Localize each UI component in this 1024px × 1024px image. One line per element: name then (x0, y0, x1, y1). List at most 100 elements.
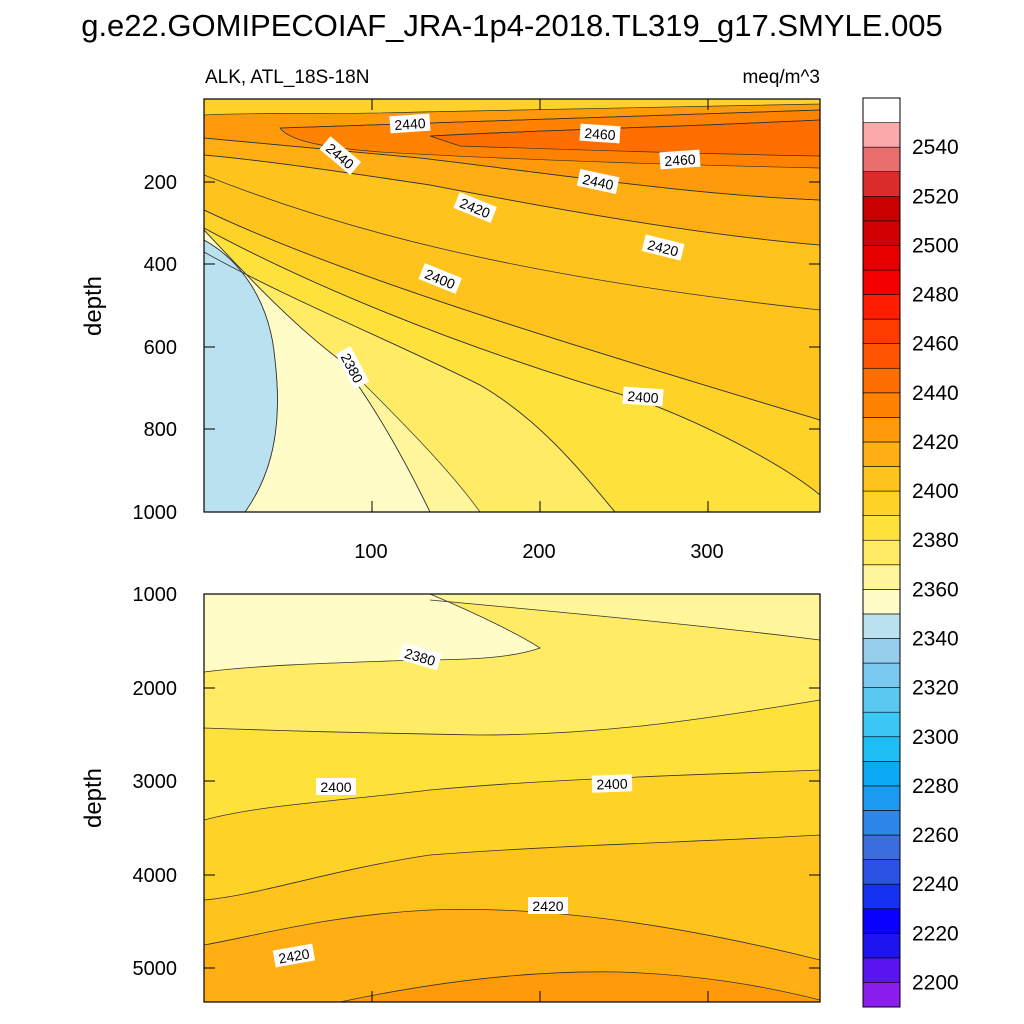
contour-line-2400 (204, 227, 820, 496)
contour-line-2375 (429, 599, 820, 641)
colorbar-swatch (862, 515, 901, 541)
svg-text:2400: 2400 (320, 779, 351, 795)
colorbar-swatch (862, 171, 901, 197)
colorbar-label: 2300 (912, 726, 959, 749)
y-tick-label: 600 (144, 337, 177, 359)
svg-text:2400: 2400 (596, 775, 628, 792)
y-tick-label: 200 (144, 172, 177, 194)
colorbar-swatch (862, 687, 901, 713)
y-tick-label: 4000 (133, 865, 178, 887)
colorbar: 2540 2520 2500 2480 2460 2440 2420 2400 2380 2360… (862, 97, 959, 1008)
colorbar-label: 2540 (912, 136, 959, 159)
svg-text:2440: 2440 (394, 115, 426, 133)
colorbar-swatch (862, 367, 901, 394)
upper-contour-field (204, 99, 820, 512)
colorbar-swatch (862, 294, 901, 320)
colorbar-swatch (862, 466, 901, 492)
y-tick-label: 400 (144, 254, 177, 276)
colorbar-swatch (862, 810, 901, 836)
colorbar-label: 2520 (912, 185, 959, 208)
contour-label: 2400 (591, 774, 633, 793)
x-tick-label: 300 (690, 541, 723, 563)
lower-panel: 2380 2400 2400 2420 2420 1000 2000 3000 … (80, 584, 821, 1003)
contour-line-2370 (204, 239, 278, 512)
colorbar-label: 2260 (912, 824, 959, 847)
lower-y-axis-label: depth (80, 768, 107, 828)
colorbar-swatch (862, 343, 901, 369)
x-tick-label: 100 (354, 541, 387, 563)
band-2430-2440-bottom (340, 971, 820, 1002)
colorbar-swatch (862, 392, 901, 418)
colorbar-label: 2320 (912, 677, 959, 700)
contour-line-2420 (204, 908, 820, 961)
svg-text:2440: 2440 (581, 171, 615, 193)
colorbar-frame (862, 97, 901, 1008)
contour-line-2390 (204, 251, 616, 512)
colorbar-swatch (862, 859, 901, 885)
lower-contour-labels: 2380 2400 2400 2420 2420 (272, 642, 633, 968)
colorbar-swatch (862, 736, 901, 762)
contour-label: 2420 (272, 943, 316, 968)
colorbar-label: 2200 (912, 971, 959, 994)
colorbar-swatch (862, 269, 901, 295)
colorbar-label: 2460 (912, 333, 959, 356)
upper-y-axis (204, 181, 820, 430)
svg-text:2420: 2420 (277, 945, 311, 966)
lower-y-tick-labels: 1000 2000 3000 4000 5000 (133, 584, 178, 980)
band-2390-2400-near-surface (204, 99, 820, 116)
contour-line-2440-upper (204, 137, 820, 201)
colorbar-swatch (862, 834, 901, 860)
contour-label: 2440 (389, 113, 431, 134)
colorbar-swatch (862, 122, 901, 148)
contour-label: 2420 (528, 897, 568, 914)
contour-label: 2440 (576, 169, 620, 194)
band-2360-2370 (204, 594, 540, 672)
colorbar-swatch (862, 417, 901, 443)
colorbar-swatch (862, 711, 901, 738)
colorbar-label: 2420 (912, 431, 959, 454)
upper-x-tick-labels: 100 200 300 (354, 541, 723, 563)
colorbar-swatch (862, 613, 901, 639)
colorbar-swatch (862, 982, 901, 1008)
colorbar-swatch (862, 539, 901, 566)
colorbar-swatch (862, 957, 901, 983)
x-tick-label: 200 (522, 541, 555, 563)
colorbar-label: 2220 (912, 922, 959, 945)
colorbar-swatch (862, 908, 901, 934)
y-tick-label: 1000 (133, 502, 178, 524)
contour-label: 2420 (641, 234, 685, 261)
lower-plot-frame (203, 593, 821, 1003)
colorbar-swatch (862, 932, 901, 959)
svg-text:2400: 2400 (627, 388, 659, 406)
upper-contour-lines (204, 109, 820, 512)
colorbar-label: 2380 (912, 529, 959, 552)
contour-line-2410 (204, 209, 820, 421)
colorbar-swatch (862, 785, 901, 811)
colorbar-swatch (862, 883, 901, 910)
colorbar-label: 2500 (912, 234, 959, 257)
colorbar-label: 2340 (912, 628, 959, 651)
svg-text:2420: 2420 (532, 898, 563, 914)
colorbar-swatch (862, 662, 901, 688)
contour-label: 2460 (659, 149, 701, 170)
contour-label: 2460 (579, 123, 621, 144)
svg-text:2460: 2460 (664, 151, 696, 169)
colorbar-swatch (862, 564, 901, 590)
colorbar-swatch (862, 220, 901, 246)
upper-panel: ALK, ATL_18S-18N meq/m^3 (80, 67, 821, 563)
colorbar-swatch (862, 146, 901, 173)
contour-line-2420 (204, 174, 820, 311)
colorbar-swatch (862, 318, 901, 344)
contour-line-2400 (204, 769, 820, 821)
contour-label: 2400 (316, 778, 356, 795)
contour-line-2450 (279, 109, 820, 129)
colorbar-swatch (862, 761, 901, 787)
colorbar-swatch (862, 195, 901, 222)
y-tick-label: 2000 (133, 678, 178, 700)
svg-text:2420: 2420 (646, 236, 680, 259)
upper-y-tick-labels: 200 400 600 800 1000 (133, 172, 178, 524)
y-tick-label: 1000 (133, 584, 178, 606)
upper-y-axis-label: depth (80, 276, 107, 336)
figure-title: g.e22.GOMIPECOIAF_JRA-1p4-2018.TL319_g17… (81, 8, 943, 43)
